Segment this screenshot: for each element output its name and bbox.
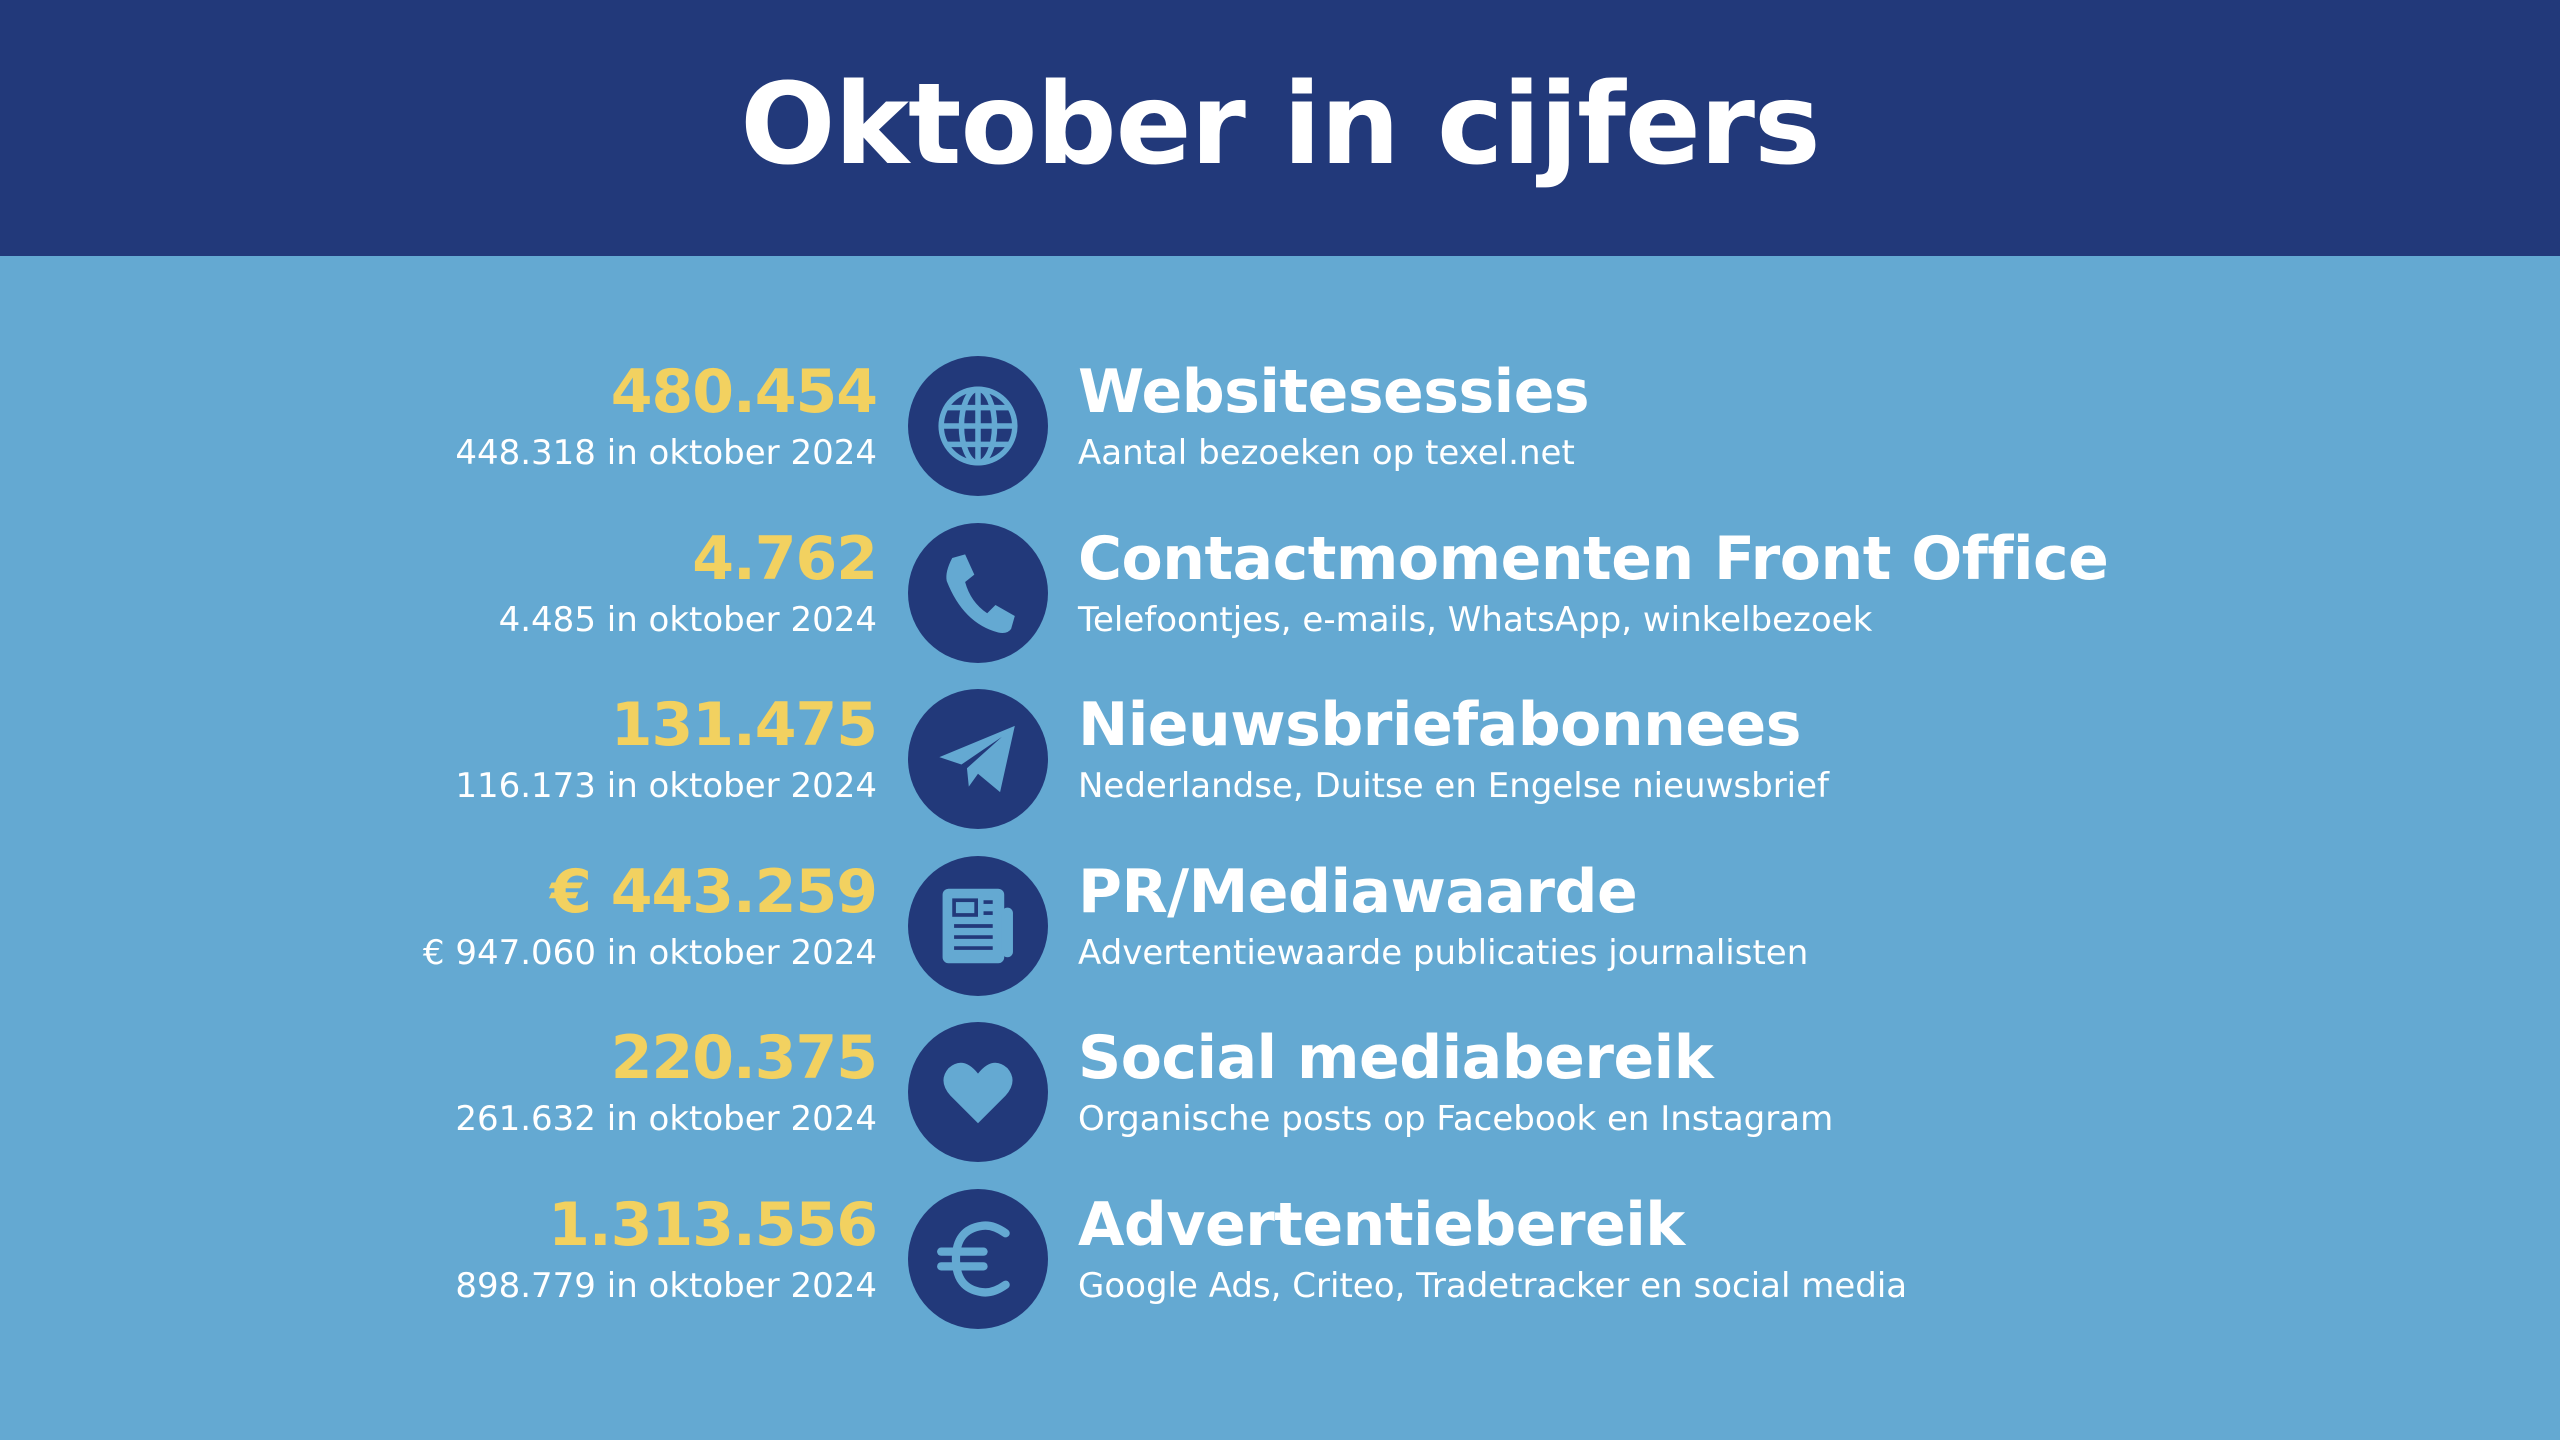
stat-text: Nieuwsbriefabonnees Nederlandse, Duitse …: [1078, 689, 1829, 811]
globe-icon: [908, 356, 1048, 496]
stat-previous: 898.779 in oktober 2024: [455, 1266, 877, 1306]
stat-values: 1.313.556 898.779 in oktober 2024: [455, 1189, 878, 1311]
stat-description: Telefoontjes, e-mails, WhatsApp, winkelb…: [1078, 600, 1873, 640]
stat-row: 480.454 448.318 in oktober 2024 Websites…: [0, 356, 2560, 496]
stat-row: 1.313.556 898.779 in oktober 2024 Advert…: [0, 1189, 2560, 1329]
stat-label: Social mediabereik: [1078, 1023, 1714, 1093]
stat-label: Advertentiebereik: [1078, 1190, 1685, 1260]
stat-description: Nederlandse, Duitse en Engelse nieuwsbri…: [1078, 766, 1830, 806]
stat-value: 1.313.556: [548, 1190, 878, 1260]
header: Oktober in cijfers: [0, 0, 2560, 256]
paper-plane-icon: [908, 689, 1048, 829]
stat-label: PR/Mediawaarde: [1078, 857, 1638, 927]
euro-icon: [908, 1189, 1048, 1329]
stat-text: Advertentiebereik Google Ads, Criteo, Tr…: [1078, 1189, 1907, 1311]
stat-text: Social mediabereik Organische posts op F…: [1078, 1022, 1833, 1144]
stat-values: 4.762 4.485 in oktober 2024: [498, 523, 878, 645]
stat-previous: 448.318 in oktober 2024: [455, 433, 877, 473]
newspaper-icon: [908, 856, 1048, 996]
stat-label: Websitesessies: [1078, 357, 1590, 427]
stat-value: 131.475: [610, 690, 878, 760]
stat-row: 4.762 4.485 in oktober 2024 Contactmomen…: [0, 523, 2560, 663]
stat-values: 220.375 261.632 in oktober 2024: [455, 1022, 878, 1144]
stat-row: € 443.259 € 947.060 in oktober 2024 PR/M…: [0, 856, 2560, 996]
stat-value: 220.375: [610, 1023, 878, 1093]
stat-previous: 4.485 in oktober 2024: [498, 600, 877, 640]
stat-text: PR/Mediawaarde Advertentiewaarde publica…: [1078, 856, 1808, 978]
stat-value: € 443.259: [550, 857, 878, 927]
stat-label: Contactmomenten Front Office: [1078, 524, 2109, 594]
stat-previous: 261.632 in oktober 2024: [455, 1099, 877, 1139]
stat-text: Contactmomenten Front Office Telefoontje…: [1078, 523, 2109, 645]
page-title: Oktober in cijfers: [740, 60, 1820, 190]
stat-value: 480.454: [610, 357, 878, 427]
stat-row: 131.475 116.173 in oktober 2024 Nieuwsbr…: [0, 689, 2560, 829]
heart-icon: [908, 1022, 1048, 1162]
stat-values: 131.475 116.173 in oktober 2024: [455, 689, 878, 811]
stat-value: 4.762: [692, 524, 878, 594]
stat-values: € 443.259 € 947.060 in oktober 2024: [422, 856, 878, 978]
stat-description: Organische posts op Facebook en Instagra…: [1078, 1099, 1834, 1139]
phone-icon: [908, 523, 1048, 663]
stat-previous: 116.173 in oktober 2024: [455, 766, 877, 806]
stat-previous: € 947.060 in oktober 2024: [422, 933, 877, 973]
stat-description: Advertentiewaarde publicaties journalist…: [1078, 933, 1809, 973]
stat-description: Google Ads, Criteo, Tradetracker en soci…: [1078, 1266, 1908, 1306]
stat-values: 480.454 448.318 in oktober 2024: [455, 356, 878, 478]
stat-label: Nieuwsbriefabonnees: [1078, 690, 1801, 760]
stat-description: Aantal bezoeken op texel.net: [1078, 433, 1575, 473]
stat-row: 220.375 261.632 in oktober 2024 Social m…: [0, 1022, 2560, 1162]
stat-text: Websitesessies Aantal bezoeken op texel.…: [1078, 356, 1590, 478]
